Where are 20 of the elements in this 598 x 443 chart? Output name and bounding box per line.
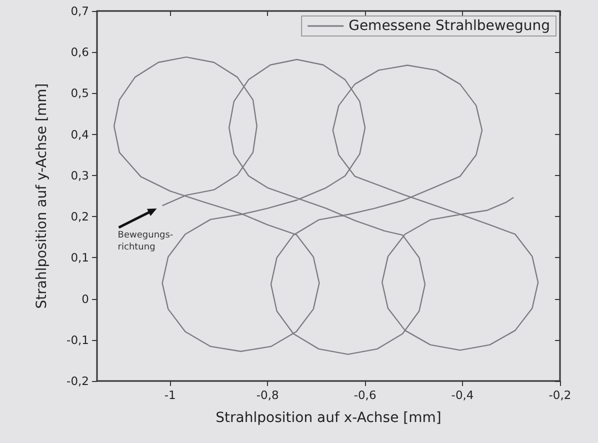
x-tick-label: -0,6	[354, 388, 376, 402]
x-axis-title: Strahlposition auf x-Achse [mm]	[216, 410, 442, 426]
line-series	[113, 56, 539, 355]
y-tick-label: 0,6	[70, 45, 89, 60]
y-tick-label: 0,1	[70, 250, 89, 265]
legend-label: Gemessene Strahlbewegung	[348, 18, 550, 34]
y-tick-label: 0,2	[70, 210, 89, 224]
x-tick-label: -0,8	[256, 388, 279, 402]
x-tick-label: -1	[164, 388, 176, 402]
x-tick-label: -0,4	[451, 388, 474, 402]
y-tick-label: -0,1	[66, 332, 89, 347]
annotation: Bewegungs- richtung	[118, 230, 174, 252]
x-tick-label: -0,2	[548, 388, 572, 402]
y-tick-label: 0,7	[70, 4, 89, 18]
y-tick-label: -0,2	[66, 374, 89, 388]
y-tick-label: 0,5	[70, 86, 89, 100]
y-tick-label: 0,3	[70, 168, 89, 182]
y-axis-title: Strahlposition auf y-Achse [mm]	[34, 83, 50, 309]
y-tick-label: 0,4	[70, 127, 89, 142]
y-tick-label: 0	[82, 292, 89, 306]
